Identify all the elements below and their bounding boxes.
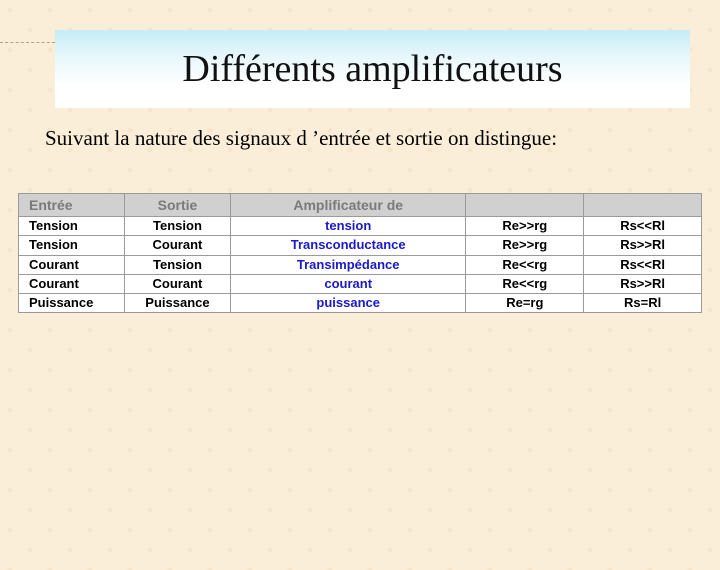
cell-sortie: Tension (124, 255, 230, 274)
cell-concl2: Rs=Rl (584, 294, 702, 313)
cell-type: Transimpédance (230, 255, 466, 274)
cell-entree: Courant (19, 255, 125, 274)
table-header-row: Entrée Sortie Amplificateur de (19, 194, 702, 217)
col-header-entree: Entrée (19, 194, 125, 217)
col-header-type: Amplificateur de (230, 194, 466, 217)
cell-sortie: Tension (124, 217, 230, 236)
cell-entree: Courant (19, 274, 125, 293)
cell-entree: Tension (19, 217, 125, 236)
cell-concl1: Re<<rg (466, 274, 584, 293)
table-body: Tension Tension tension Re>>rg Rs<<Rl Te… (19, 217, 702, 313)
cell-concl1: Re>>rg (466, 217, 584, 236)
col-header-sortie: Sortie (124, 194, 230, 217)
cell-entree: Tension (19, 236, 125, 255)
cell-type: Transconductance (230, 236, 466, 255)
cell-concl2: Rs>>Rl (584, 274, 702, 293)
cell-concl2: Rs<<Rl (584, 217, 702, 236)
cell-entree: Puissance (19, 294, 125, 313)
col-header-concl2 (584, 194, 702, 217)
decorative-dash-line (0, 42, 55, 43)
cell-sortie: Puissance (124, 294, 230, 313)
table-row: Courant Courant courant Re<<rg Rs>>Rl (19, 274, 702, 293)
amplifier-table: Entrée Sortie Amplificateur de Tension T… (18, 193, 702, 313)
cell-type: puissance (230, 294, 466, 313)
subtitle-text: Suivant la nature des signaux d ’entrée … (45, 126, 685, 151)
amplifier-table-wrap: Entrée Sortie Amplificateur de Tension T… (18, 193, 702, 313)
table-row: Puissance Puissance puissance Re=rg Rs=R… (19, 294, 702, 313)
page-title: Différents amplificateurs (182, 47, 562, 91)
cell-concl2: Rs<<Rl (584, 255, 702, 274)
cell-sortie: Courant (124, 274, 230, 293)
cell-concl1: Re<<rg (466, 255, 584, 274)
title-banner: Différents amplificateurs (55, 30, 690, 108)
col-header-concl1 (466, 194, 584, 217)
cell-type: courant (230, 274, 466, 293)
cell-concl1: Re>>rg (466, 236, 584, 255)
cell-concl1: Re=rg (466, 294, 584, 313)
table-row: Tension Courant Transconductance Re>>rg … (19, 236, 702, 255)
table-row: Tension Tension tension Re>>rg Rs<<Rl (19, 217, 702, 236)
cell-sortie: Courant (124, 236, 230, 255)
cell-type: tension (230, 217, 466, 236)
cell-concl2: Rs>>Rl (584, 236, 702, 255)
table-row: Courant Tension Transimpédance Re<<rg Rs… (19, 255, 702, 274)
